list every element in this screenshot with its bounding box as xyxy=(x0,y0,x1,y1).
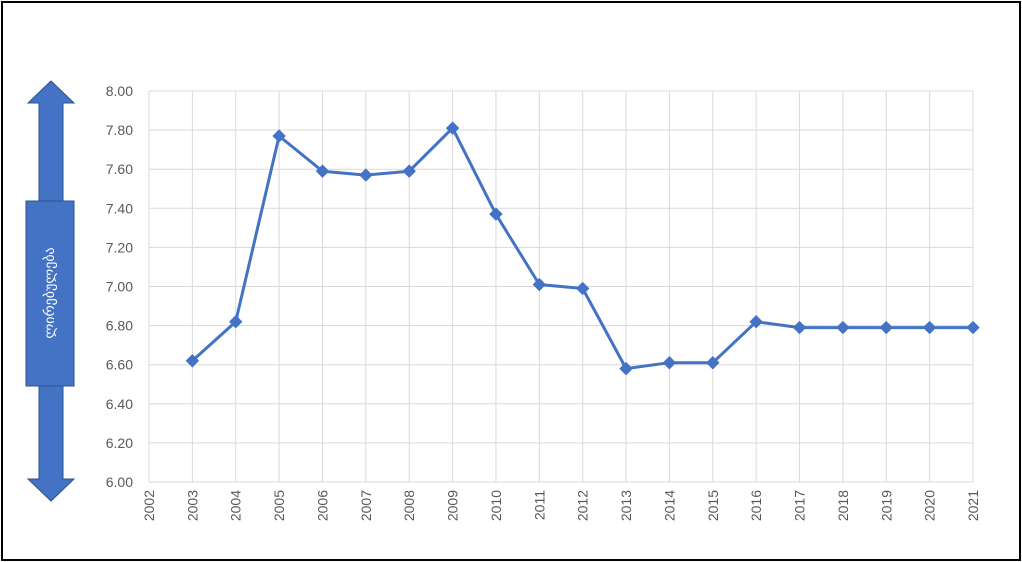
data-point-marker xyxy=(315,164,330,178)
data-point-marker xyxy=(706,356,720,370)
data-point-marker xyxy=(185,354,200,368)
data-point-marker xyxy=(879,320,893,335)
x-tick-label: 2007 xyxy=(358,490,374,521)
x-tick-label: 2019 xyxy=(878,490,894,521)
x-tick-label: 2006 xyxy=(314,490,330,521)
x-tick-label: 2012 xyxy=(575,490,591,521)
up-arrow-shape xyxy=(26,80,76,202)
x-tick-label: 2009 xyxy=(445,490,461,521)
data-point-marker xyxy=(966,320,980,335)
data-point-marker xyxy=(922,320,937,335)
y-tick-label: 7.60 xyxy=(106,161,133,177)
y-tick-label: 6.80 xyxy=(106,318,133,334)
x-tick-label: 2013 xyxy=(618,490,634,521)
y-tick-label: 7.40 xyxy=(106,200,133,216)
data-point-marker xyxy=(836,320,850,335)
down-arrow-shape xyxy=(26,385,76,502)
x-tick-label: 2017 xyxy=(792,490,808,521)
y-tick-label: 6.60 xyxy=(106,357,133,373)
y-axis-label-box xyxy=(25,200,75,387)
series-markers xyxy=(185,121,980,376)
data-point-marker xyxy=(272,129,286,143)
x-tick-label: 2002 xyxy=(141,490,157,521)
y-tick-label: 7.80 xyxy=(106,122,133,138)
y-tick-label: 6.00 xyxy=(106,474,133,490)
data-point-marker xyxy=(359,168,373,182)
y-axis-tick-labels: 6.00 6.20 6.40 6.60 6.80 7.00 7.20 7.40 7.60 7.80… xyxy=(106,83,133,490)
data-point-marker xyxy=(619,361,633,376)
y-tick-label: 6.40 xyxy=(106,396,133,412)
y-tick-label: 8.00 xyxy=(106,83,133,99)
x-axis-tick-labels: 2002 2003 2004 2005 2006 2007 2008 2009 2010 2011… xyxy=(141,490,981,521)
data-point-marker xyxy=(489,207,503,221)
data-point-marker xyxy=(662,356,677,370)
data-point-marker xyxy=(445,121,460,135)
x-tick-label: 2008 xyxy=(401,490,417,521)
x-tick-label: 2015 xyxy=(705,490,721,521)
y-axis-label-arrow: ლირებულება xyxy=(25,80,76,502)
y-tick-label: 6.20 xyxy=(106,435,133,451)
x-tick-label: 2003 xyxy=(184,490,200,521)
data-point-marker xyxy=(229,314,243,329)
y-tick-label: 7.20 xyxy=(106,239,133,255)
x-tick-label: 2018 xyxy=(835,490,851,521)
x-tick-label: 2010 xyxy=(488,490,504,521)
data-point-marker xyxy=(402,164,416,178)
x-tick-label: 2011 xyxy=(531,490,547,520)
x-tick-label: 2004 xyxy=(228,490,244,521)
x-tick-label: 2020 xyxy=(922,490,938,521)
x-tick-label: 2014 xyxy=(661,490,677,521)
data-point-marker xyxy=(792,320,807,335)
x-tick-label: 2021 xyxy=(965,490,981,521)
data-point-marker xyxy=(532,277,547,292)
data-point-marker xyxy=(749,314,763,329)
x-tick-label: 2016 xyxy=(748,490,764,521)
y-tick-label: 7.00 xyxy=(106,279,133,295)
y-axis-label: ლირებულება xyxy=(41,247,58,338)
data-point-marker xyxy=(575,281,590,296)
grid-lines xyxy=(148,90,974,483)
line-chart: 6.00 6.20 6.40 6.60 6.80 7.00 7.20 7.40 7.60 7.80… xyxy=(25,80,981,521)
x-tick-label: 2005 xyxy=(271,490,287,521)
